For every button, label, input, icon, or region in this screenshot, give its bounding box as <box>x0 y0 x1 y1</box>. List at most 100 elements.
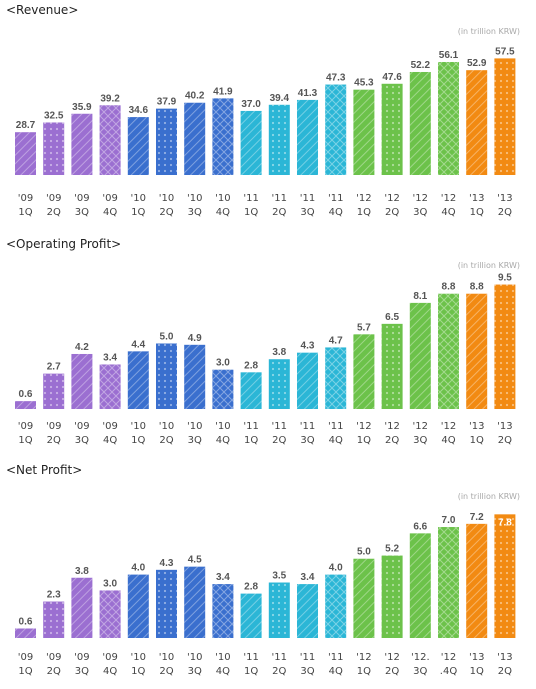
net-profit-bar-texture <box>156 569 177 638</box>
net-profit-value-label: 5.0 <box>357 547 371 558</box>
net-profit-value-label: 3.4 <box>216 572 230 583</box>
net-profit-bar-texture <box>127 574 149 638</box>
revenue-bar-texture <box>212 98 234 175</box>
revenue-tick-year: '10 <box>215 193 230 204</box>
revenue-tick-year: '13 <box>469 193 484 204</box>
revenue-bar-texture <box>353 89 375 175</box>
revenue-tick-year: '09 <box>74 193 89 204</box>
net-profit-value-label: 4.0 <box>329 563 343 574</box>
operating-profit-tick-quarter: 2Q <box>159 435 173 446</box>
operating-profit-value-label: 5.7 <box>357 322 371 333</box>
net-profit-bar-texture <box>71 577 93 638</box>
revenue-tick-quarter: 4Q <box>441 207 455 218</box>
revenue-tick-quarter: 2Q <box>498 207 512 218</box>
revenue-tick-year: '13 <box>497 193 512 204</box>
revenue-bar-texture <box>71 113 93 175</box>
net-profit-bar-texture <box>240 593 262 638</box>
net-profit-tick-quarter: 3Q <box>413 666 427 677</box>
net-profit-bar-texture <box>212 584 234 638</box>
operating-profit-value-label: 4.3 <box>301 341 315 352</box>
net-profit-tick-year: '12 <box>384 652 399 663</box>
net-profit-tick-quarter: 3Q <box>300 666 314 677</box>
net-profit-value-label: 5.2 <box>385 544 399 555</box>
operating-profit-tick-quarter: 1Q <box>244 435 258 446</box>
net-profit-tick-quarter: 4Q <box>329 666 343 677</box>
net-profit-tick-quarter: 2Q <box>159 666 173 677</box>
net-profit-tick-year: '10 <box>215 652 230 663</box>
operating-profit-value-label: 4.9 <box>188 333 202 344</box>
net-profit-bar-texture <box>43 601 65 638</box>
revenue-value-label: 35.9 <box>72 102 92 113</box>
operating-profit-tick-year: '09 <box>18 421 33 432</box>
net-profit-bar-texture <box>297 584 318 638</box>
operating-profit-bar-texture <box>240 372 262 409</box>
net-profit-tick-year: '13 <box>497 652 512 663</box>
revenue-tick-year: '10 <box>131 193 146 204</box>
net-profit-title: <Net Profit> <box>6 463 82 477</box>
revenue-unit-label: (in trillion KRW) <box>458 27 520 36</box>
operating-profit-value-label: 5.0 <box>160 332 174 343</box>
revenue-value-label: 34.6 <box>129 105 149 116</box>
net-profit-bar-texture <box>268 582 290 638</box>
revenue-tick-year: '11 <box>300 193 315 204</box>
revenue-value-label: 57.5 <box>495 46 515 57</box>
operating-profit-value-label: 2.7 <box>47 362 61 373</box>
operating-profit-value-label: 3.4 <box>103 352 117 363</box>
revenue-tick-year: '12 <box>441 193 456 204</box>
net-profit-value-label: 3.8 <box>75 566 89 577</box>
revenue-tick-year: '10 <box>159 193 174 204</box>
net-profit-tick-quarter: 2Q <box>272 666 286 677</box>
net-profit-value-label: 2.8 <box>244 582 258 593</box>
revenue-bar-texture <box>127 117 149 175</box>
operating-profit-value-label: 3.8 <box>272 347 286 358</box>
operating-profit-value-label: 6.5 <box>385 312 399 323</box>
revenue-value-label: 39.4 <box>270 93 290 104</box>
operating-profit-tick-quarter: 1Q <box>357 435 371 446</box>
revenue-value-label: 56.1 <box>439 50 459 61</box>
operating-profit-tick-year: '11 <box>300 421 315 432</box>
revenue-bar-texture <box>494 58 516 175</box>
revenue-bar-texture <box>15 132 36 175</box>
revenue-bar-texture <box>409 71 431 175</box>
net-profit-chart: <Net Profit> (in trillion KRW) 0.6 '09 1Q 2… <box>6 463 520 677</box>
operating-profit-value-label: 0.6 <box>19 389 33 400</box>
net-profit-value-label: 4.5 <box>188 555 202 566</box>
net-profit-tick-year: '10 <box>187 652 202 663</box>
net-profit-value-label: 2.3 <box>47 590 61 601</box>
revenue-tick-quarter: 2Q <box>47 207 61 218</box>
net-profit-value-label: 7.8 <box>498 517 512 528</box>
revenue-value-label: 32.5 <box>44 110 64 121</box>
revenue-tick-year: '11 <box>272 193 287 204</box>
revenue-tick-quarter: 1Q <box>18 207 32 218</box>
net-profit-tick-quarter: 4Q <box>216 666 230 677</box>
revenue-tick-year: '12 <box>413 193 428 204</box>
operating-profit-bar-texture <box>438 293 459 409</box>
revenue-value-label: 52.9 <box>467 58 487 69</box>
revenue-tick-quarter: 1Q <box>470 207 484 218</box>
net-profit-bar-texture <box>353 558 375 638</box>
operating-profit-tick-year: '10 <box>215 421 230 432</box>
net-profit-value-label: 6.6 <box>413 521 427 532</box>
operating-profit-bar-texture <box>494 284 516 409</box>
operating-profit-tick-quarter: 2Q <box>385 435 399 446</box>
net-profit-tick-year: '11 <box>272 652 287 663</box>
net-profit-tick-quarter: .4Q <box>440 666 458 677</box>
net-profit-tick-quarter: 1Q <box>18 666 32 677</box>
revenue-bar-texture <box>43 122 65 175</box>
net-profit-tick-quarter: 3Q <box>75 666 89 677</box>
net-profit-value-label: 7.2 <box>470 512 484 523</box>
net-profit-tick-quarter: 2Q <box>385 666 399 677</box>
net-profit-unit-label: (in trillion KRW) <box>458 492 520 501</box>
net-profit-tick-year: '12 <box>356 652 371 663</box>
revenue-bar-texture <box>99 105 121 175</box>
revenue-tick-year: '12 <box>356 193 371 204</box>
net-profit-value-label: 4.0 <box>131 563 145 574</box>
revenue-bar-texture <box>466 70 488 175</box>
operating-profit-tick-quarter: 3Q <box>75 435 89 446</box>
operating-profit-tick-year: '09 <box>46 421 61 432</box>
operating-profit-value-label: 4.4 <box>131 339 145 350</box>
operating-profit-value-label: 8.8 <box>442 282 456 293</box>
operating-profit-tick-year: '11 <box>272 421 287 432</box>
revenue-value-label: 40.2 <box>185 91 205 102</box>
